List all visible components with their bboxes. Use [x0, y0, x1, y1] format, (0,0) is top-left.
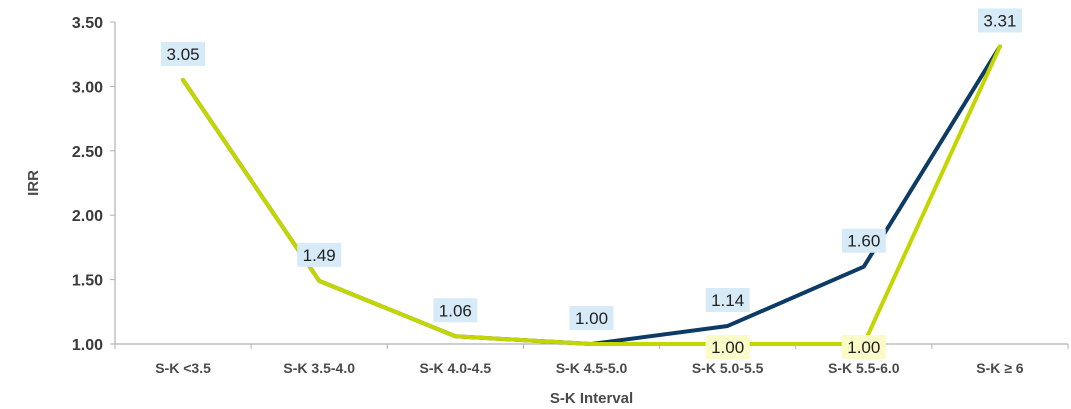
series-line-2: [181, 44, 1002, 346]
x-axis-ticks: S-K <3.5 S-K 3.5-4.0 S-K 4.0-4.5 S-K 4.5-5.…: [114, 344, 1069, 376]
series-line-1: [181, 44, 1002, 346]
data-label: 1.06: [433, 298, 478, 323]
y-tick-label: 1.50: [72, 273, 103, 290]
data-label-text: 1.00: [847, 338, 880, 357]
data-label-box: [841, 335, 886, 359]
data-labels: 3.05 1.49 1.06 1.00 1.14 1.60 3.31 1.00 1.00: [161, 8, 1022, 359]
data-label-box: [841, 228, 886, 253]
x-tick-label: S-K 3.5-4.0: [283, 360, 355, 376]
data-label-text: 3.31: [983, 11, 1016, 30]
x-tick-label: S-K ≥ 6: [976, 360, 1024, 376]
y-tick-label: 2.50: [72, 144, 103, 161]
y-tick-label: 3.00: [72, 79, 103, 96]
data-label-box: [161, 41, 206, 66]
data-label-box: [297, 242, 342, 267]
y-tick-label: 1.00: [72, 337, 103, 354]
x-tick-label: S-K 4.0-4.5: [420, 360, 492, 376]
y-axis-ticks: 1.00 1.50 2.00 2.50 3.00 3.50: [72, 15, 115, 354]
axes: [114, 22, 1068, 345]
data-label: 1.00: [569, 306, 614, 330]
series-lines: [181, 44, 1002, 346]
data-label-text: 1.06: [439, 301, 472, 320]
data-label: 3.31: [977, 8, 1022, 33]
y-tick-label: 3.50: [72, 15, 103, 32]
data-label: 3.05: [161, 41, 206, 66]
data-label-text: 1.60: [847, 232, 880, 251]
data-label-box: [569, 306, 614, 330]
data-label: 1.60: [841, 228, 886, 253]
x-tick-label: S-K 5.0-5.5: [692, 360, 764, 376]
x-tick-label: S-K <3.5: [155, 360, 211, 376]
data-label: 1.49: [297, 242, 342, 267]
data-label-text: 3.05: [167, 45, 200, 64]
data-label: 1.00: [841, 335, 886, 359]
data-label-box: [705, 287, 750, 312]
data-label-text: 1.00: [711, 338, 744, 357]
x-tick-label: S-K 4.5-5.0: [556, 360, 628, 376]
data-label-box: [705, 335, 750, 359]
data-label-text: 1.00: [575, 309, 608, 328]
data-label-box: [977, 8, 1022, 33]
y-axis-title: IRR: [25, 170, 42, 196]
data-label-text: 1.14: [711, 291, 744, 310]
y-tick-label: 2.00: [72, 208, 103, 225]
data-label-box: [433, 298, 478, 323]
data-label-text: 1.49: [303, 246, 336, 265]
data-label: 1.00: [705, 335, 750, 359]
x-axis-title: S-K Interval: [550, 390, 633, 407]
x-tick-label: S-K 5.5-6.0: [828, 360, 900, 376]
data-label: 1.14: [705, 287, 750, 312]
